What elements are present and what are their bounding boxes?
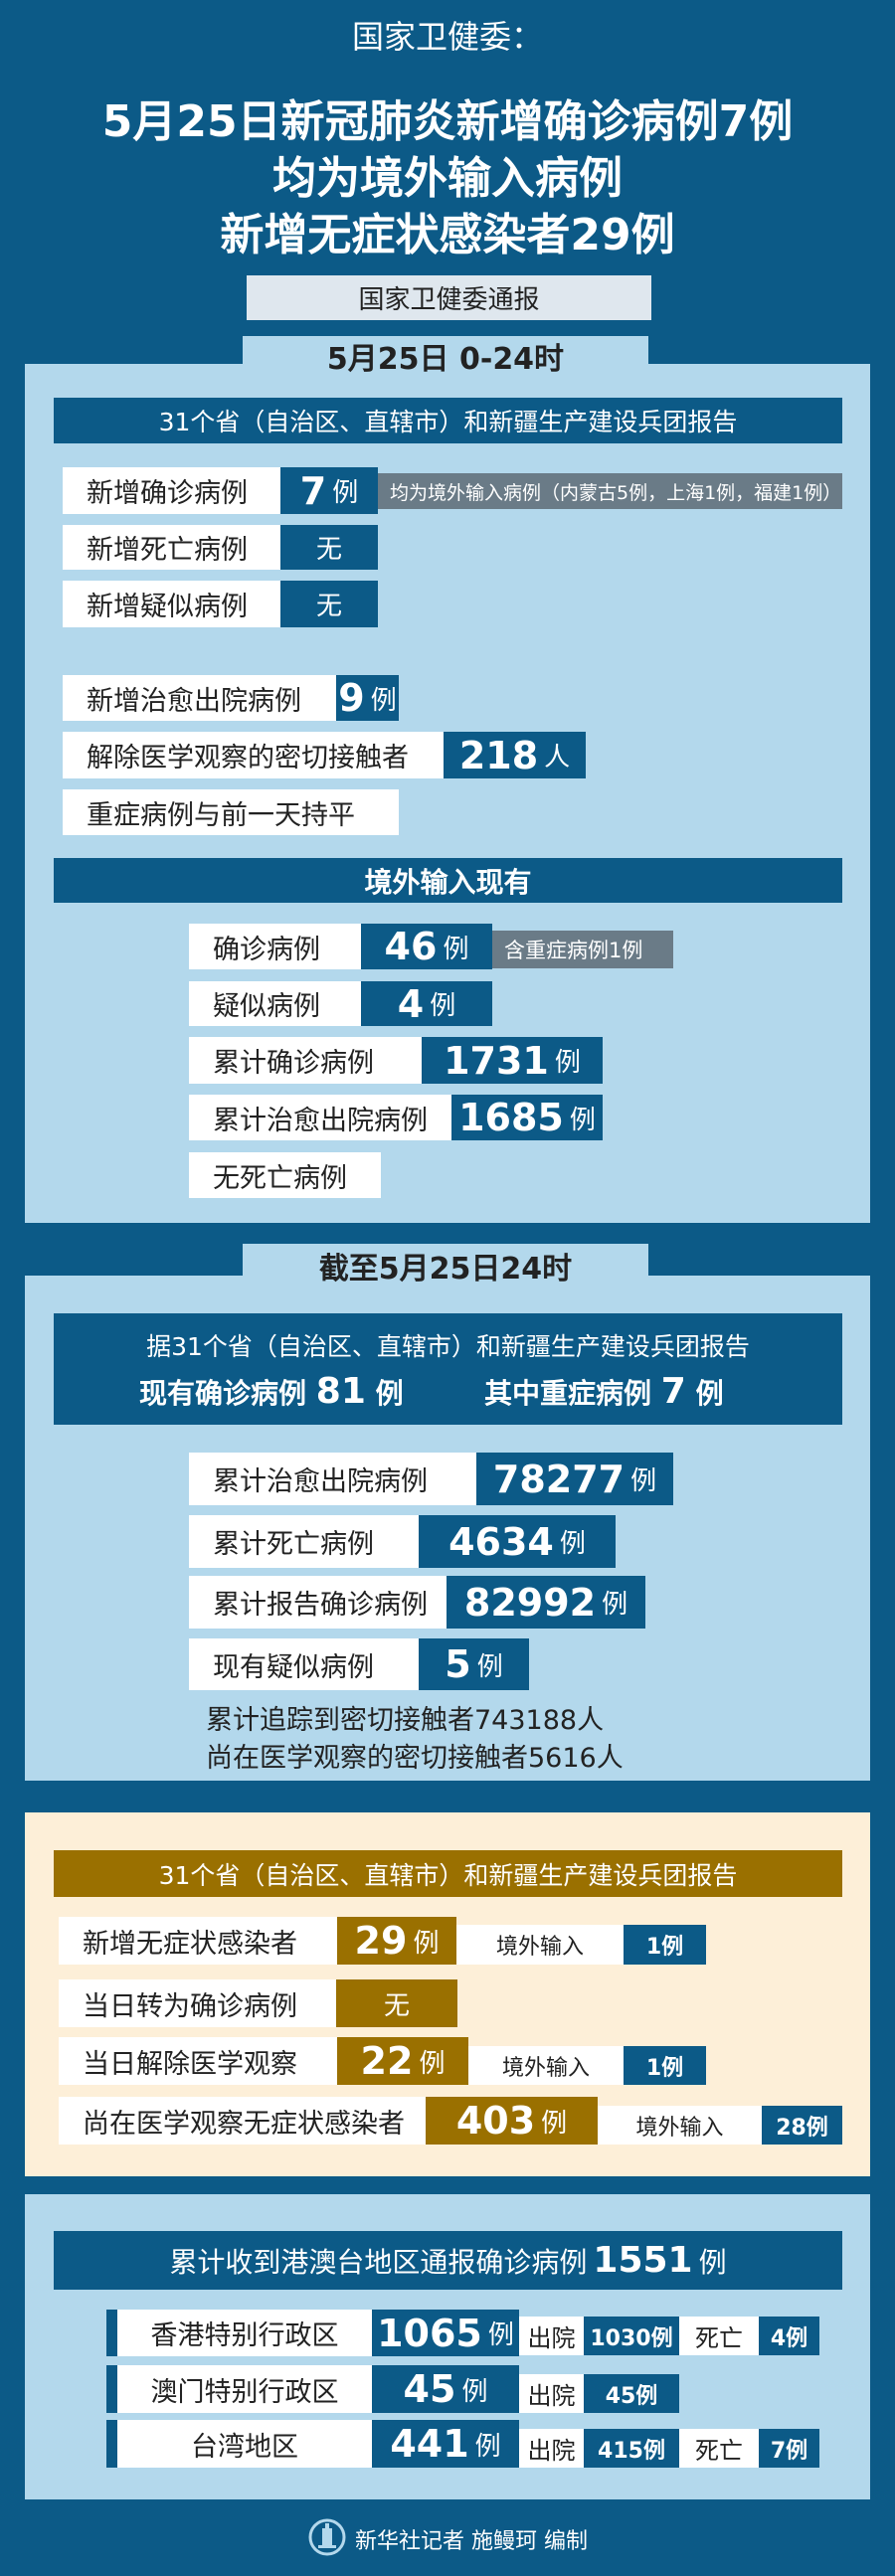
- row-label: 现有疑似病例: [189, 1638, 419, 1690]
- discharged-label: 出院: [519, 2374, 584, 2413]
- row-label: 新增确诊病例: [63, 467, 280, 514]
- row-note: 含重症病例1例: [492, 931, 673, 968]
- death-label: 死亡: [679, 2429, 759, 2468]
- title-source: 国家卫健委：: [351, 18, 543, 56]
- row-value: 22 例: [337, 2037, 468, 2085]
- contacts-traced: 累计追踪到密切接触者743188人: [206, 1705, 605, 1736]
- daily-tab: 5月25日 0-24时: [243, 336, 648, 377]
- discharged-label: 出院: [519, 2429, 584, 2468]
- row-marker: [106, 2310, 117, 2356]
- footer-credit: 新华社记者 施鳗珂 编制: [355, 2529, 588, 2554]
- row-label: 尚在医学观察无症状感染者: [59, 2097, 426, 2145]
- row-marker: [106, 2420, 117, 2468]
- row-label: 累计报告确诊病例: [189, 1576, 447, 1629]
- death-value: 7例: [759, 2429, 819, 2468]
- sub-label: 境外输入: [598, 2106, 762, 2145]
- row-label: 累计治愈出院病例: [189, 1095, 451, 1140]
- cumulative-header: 据31个省（自治区、直辖市）和新疆生产建设兵团报告 现有确诊病例 81 例 其中…: [54, 1313, 842, 1425]
- imported-header: 境外输入现有: [54, 858, 842, 903]
- daily-header: 31个省（自治区、直辖市）和新疆生产建设兵团报告: [54, 398, 842, 443]
- current-severe: 其中重症病例 7 例: [484, 1371, 724, 1412]
- headline-line2: 均为境外输入病例: [272, 153, 623, 204]
- cumulative-tab: 截至5月25日24时: [243, 1244, 648, 1288]
- source-box: 国家卫健委通报: [247, 275, 651, 320]
- row-label: 香港特别行政区: [117, 2310, 372, 2356]
- discharged-value: 1030例: [584, 2317, 679, 2355]
- row-label: 新增疑似病例: [63, 581, 280, 627]
- row-value: 无: [280, 525, 378, 570]
- current-confirmed: 现有确诊病例 81 例: [139, 1371, 404, 1412]
- death-label: 死亡: [679, 2317, 759, 2355]
- row-value: 403 例: [426, 2097, 598, 2145]
- headline-line1: 5月25日新冠肺炎新增确诊病例7例: [101, 96, 794, 147]
- row-label: 新增死亡病例: [63, 525, 280, 570]
- hmt-header: 累计收到港澳台地区通报确诊病例 1551 例: [54, 2231, 842, 2290]
- row-label: 解除医学观察的密切接触者: [63, 732, 444, 778]
- row-value: 1685 例: [451, 1095, 603, 1140]
- cumulative-header-text: 据31个省（自治区、直辖市）和新疆生产建设兵团报告: [146, 1332, 750, 1361]
- sub-value: 28例: [762, 2106, 842, 2145]
- sub-label: 境外输入: [456, 1925, 624, 1965]
- row-label: 澳门特别行政区: [117, 2365, 372, 2413]
- sub-value: 1例: [624, 1925, 706, 1965]
- row-value: 1731 例: [422, 1037, 603, 1084]
- row-label: 当日解除医学观察: [59, 2037, 337, 2085]
- discharged-label: 出院: [519, 2317, 584, 2355]
- row-value: 1065 例: [372, 2310, 519, 2356]
- row-marker: [106, 2365, 117, 2413]
- row-value: 82992 例: [447, 1576, 645, 1629]
- row-label: 台湾地区: [117, 2420, 372, 2468]
- asymptomatic-header: 31个省（自治区、直辖市）和新疆生产建设兵团报告: [54, 1850, 842, 1897]
- death-value: 4例: [759, 2317, 819, 2355]
- row-label: 确诊病例: [189, 924, 361, 969]
- row-value: 46 例: [361, 924, 492, 969]
- contacts-observed: 尚在医学观察的密切接触者5616人: [206, 1743, 624, 1774]
- row-label: 新增治愈出院病例: [63, 675, 336, 721]
- row-value: 441 例: [372, 2420, 519, 2468]
- row-label: 无死亡病例: [189, 1152, 381, 1198]
- row-label: 累计死亡病例: [189, 1515, 419, 1568]
- row-value: 4634 例: [419, 1515, 616, 1568]
- row-label: 累计治愈出院病例: [189, 1453, 476, 1505]
- discharged-value: 415例: [584, 2429, 679, 2468]
- discharged-value: 45例: [584, 2374, 679, 2413]
- row-value: 无: [336, 1979, 457, 2027]
- row-label: 当日转为确诊病例: [59, 1979, 337, 2027]
- sub-label: 境外输入: [468, 2046, 624, 2085]
- row-label: 新增无症状感染者: [59, 1917, 337, 1965]
- row-label: 疑似病例: [189, 981, 361, 1026]
- row-value: 78277 例: [476, 1453, 673, 1505]
- headline-line3: 新增无症状感染者29例: [220, 210, 675, 260]
- row-note: 均为境外输入病例（内蒙古5例，上海1例，福建1例）: [378, 473, 842, 509]
- row-value: 45 例: [372, 2365, 519, 2413]
- row-value: 29 例: [337, 1917, 456, 1965]
- row-label: 重症病例与前一天持平: [63, 789, 399, 835]
- row-value: 218 人: [444, 732, 586, 778]
- sub-value: 1例: [624, 2046, 706, 2085]
- row-value: 无: [280, 581, 378, 627]
- row-label: 累计确诊病例: [189, 1037, 422, 1084]
- xinhua-logo-icon: [308, 2518, 346, 2556]
